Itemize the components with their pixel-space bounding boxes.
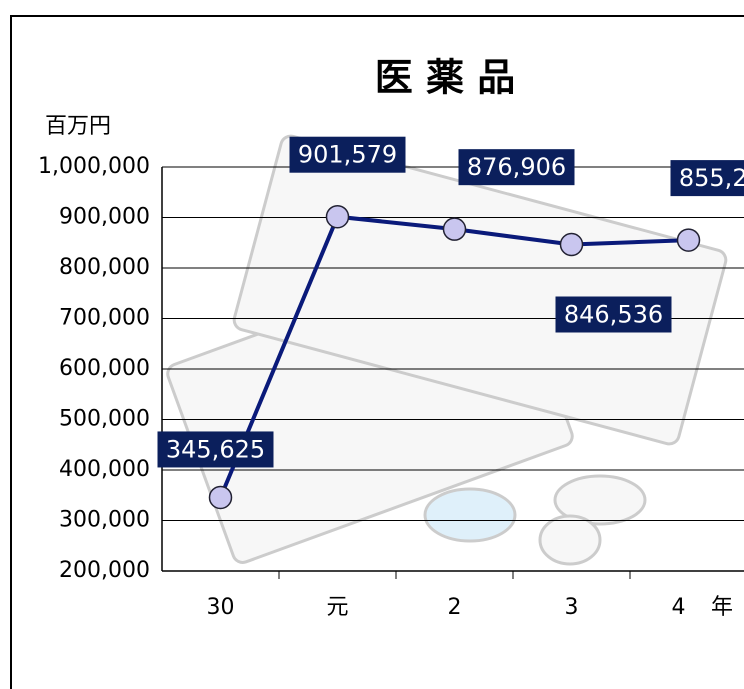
data-label: 901,579: [298, 141, 397, 169]
x-tick-label: 元: [326, 595, 348, 620]
chart: 医 薬 品 百万円 年 200,000 300,000 400,000 500,000…: [0, 0, 744, 689]
y-tick-label: 500,000: [59, 407, 150, 432]
data-marker: [327, 206, 349, 228]
data-marker: [561, 233, 583, 255]
x-tick-label: 4: [672, 595, 686, 620]
x-tick-label: 2: [448, 595, 462, 620]
page: 医 薬 品 百万円 年 200,000 300,000 400,000 500,000…: [0, 0, 744, 689]
chart-title: 医 薬 品: [375, 56, 515, 100]
y-tick-label: 200,000: [59, 558, 150, 583]
x-tick-label: 30: [207, 595, 235, 620]
data-label: 345,625: [166, 435, 265, 463]
y-tick-label: 400,000: [59, 457, 150, 482]
y-tick-label: 700,000: [59, 306, 150, 331]
y-tick-label: 1,000,000: [38, 154, 150, 179]
data-label: 855,243: [679, 164, 744, 192]
data-marker: [210, 486, 232, 508]
data-marker: [678, 229, 700, 251]
y-axis-label: 百万円: [45, 114, 111, 139]
y-tick-label: 300,000: [59, 508, 150, 533]
data-label: 876,906: [467, 153, 566, 181]
y-tick-label: 600,000: [59, 356, 150, 381]
y-tick-label: 800,000: [59, 255, 150, 280]
x-axis-label: 年: [711, 595, 733, 620]
y-tick-label: 900,000: [59, 205, 150, 230]
x-tick-label: 3: [565, 595, 579, 620]
data-label: 846,536: [564, 300, 663, 328]
data-marker: [444, 218, 466, 240]
